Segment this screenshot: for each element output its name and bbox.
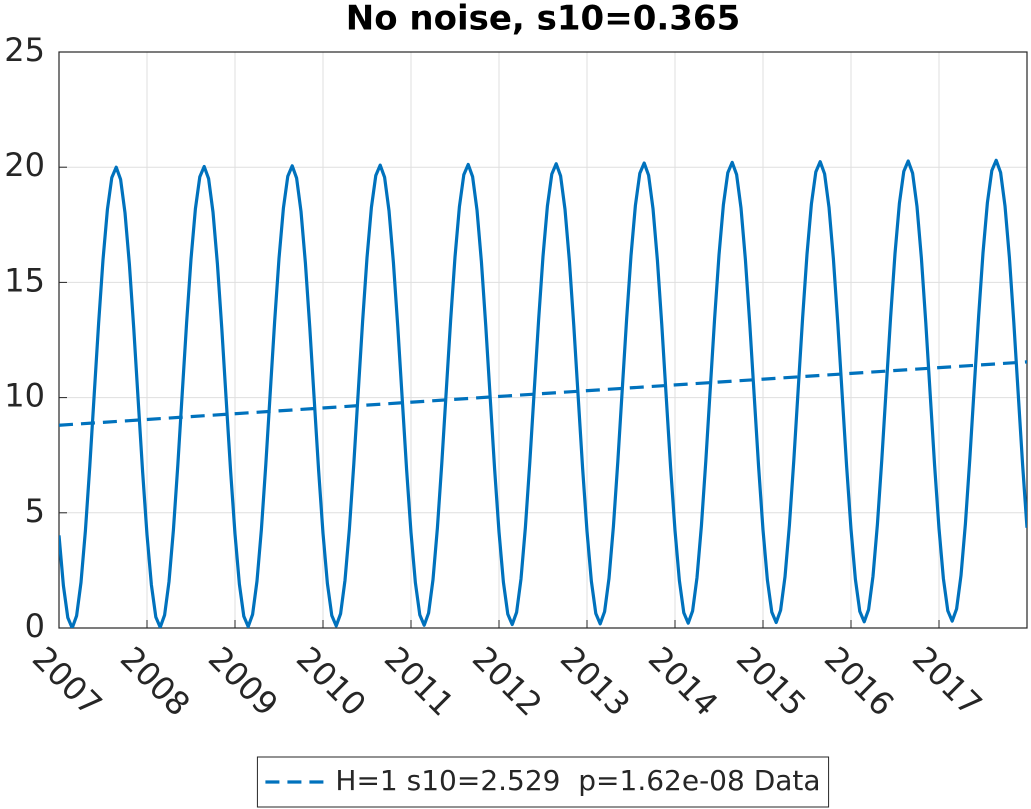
x-tick-label: 2014 <box>641 639 725 723</box>
x-tick-label: 2012 <box>465 639 549 723</box>
x-tick-label: 2007 <box>25 639 109 723</box>
y-tick-label: 25 <box>4 31 45 69</box>
x-tick-label: 2013 <box>553 639 637 723</box>
x-tick-label: 2016 <box>817 639 901 723</box>
series-line <box>59 158 1027 628</box>
x-tick-label: 2008 <box>113 639 197 723</box>
y-tick-label: 5 <box>25 492 45 530</box>
y-tick-label: 0 <box>25 607 45 645</box>
x-tick-label: 2010 <box>289 639 373 723</box>
y-tick-label: 15 <box>4 261 45 299</box>
chart-title: No noise, s10=0.365 <box>346 0 741 39</box>
series-line <box>59 360 1027 427</box>
x-tick-label: 2009 <box>201 639 285 723</box>
legend-label: H=1 s10=2.529 p=1.62e-08 Data <box>335 764 820 797</box>
plot-frame <box>58 51 1028 629</box>
x-tick-label: 2015 <box>729 639 813 723</box>
x-tick-label: 2017 <box>905 639 989 723</box>
legend-box <box>256 756 830 808</box>
x-tick-label: 2011 <box>377 639 461 723</box>
y-tick-label: 20 <box>4 146 45 184</box>
y-tick-label: 10 <box>4 377 45 415</box>
legend: H=1 s10=2.529 p=1.62e-08 Data <box>256 756 830 808</box>
